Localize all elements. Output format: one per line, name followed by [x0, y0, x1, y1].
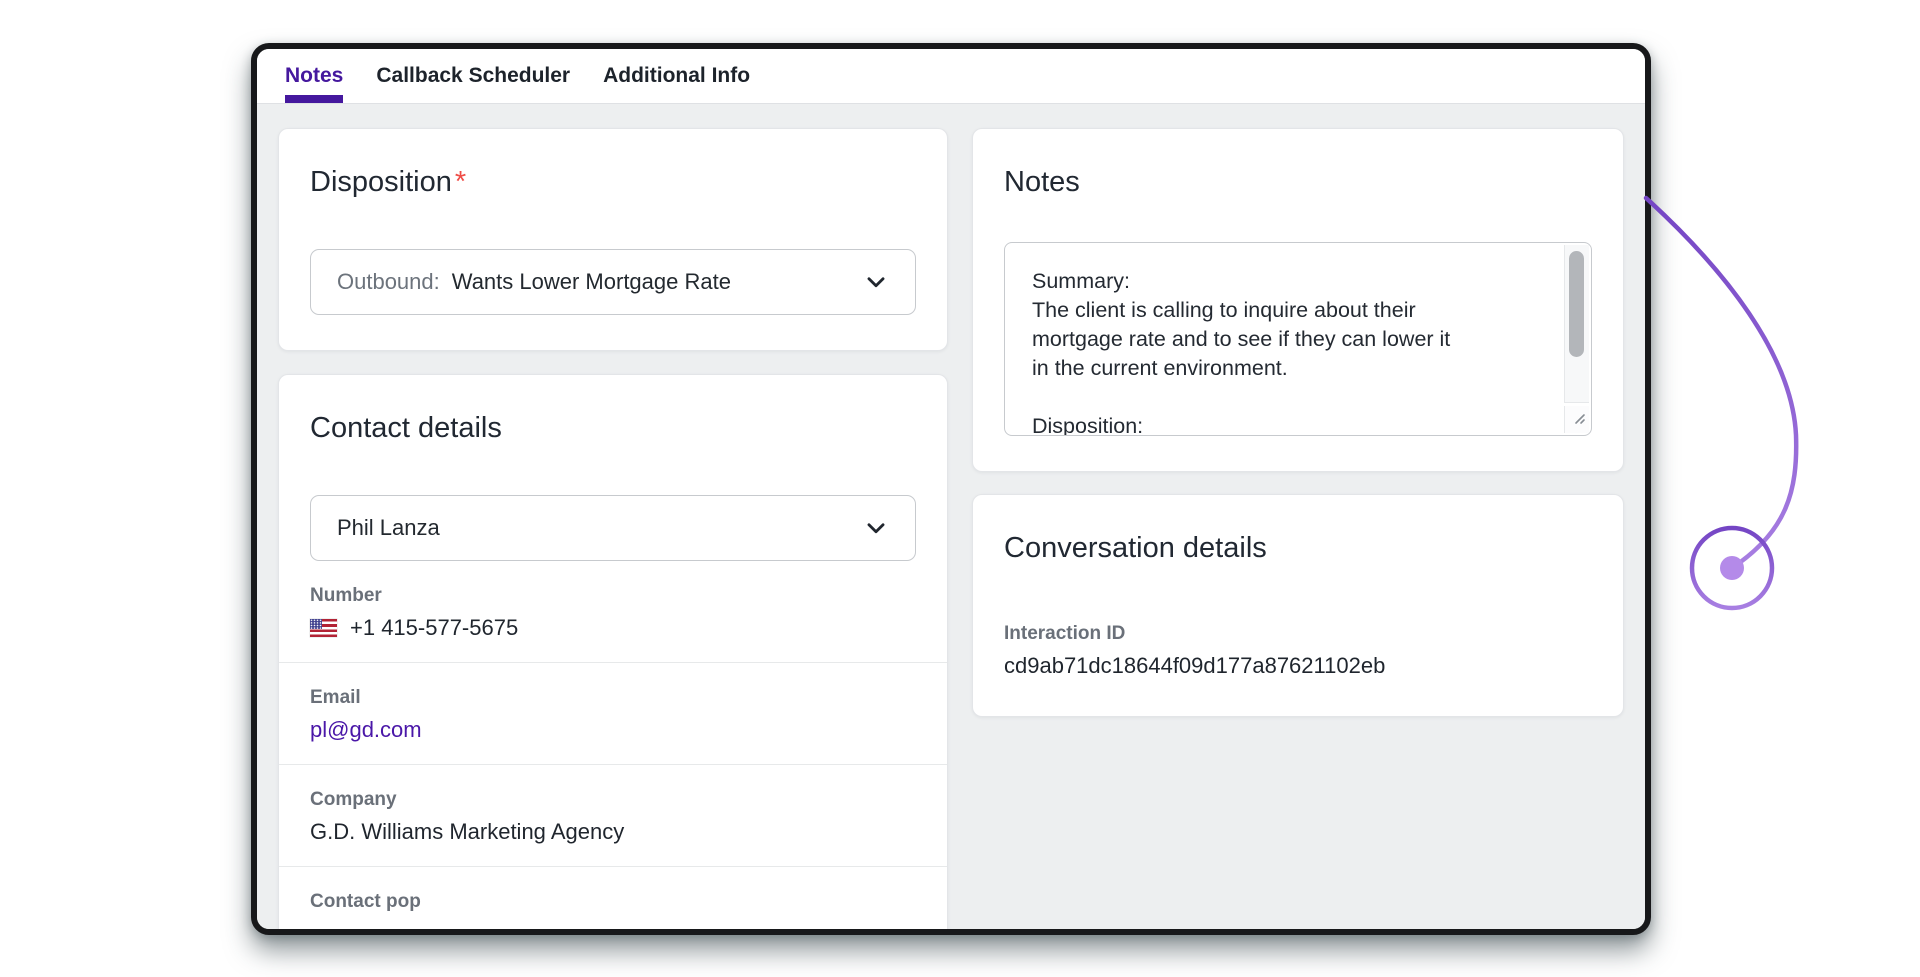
field-label: Number: [310, 585, 382, 606]
tab-additional-info[interactable]: Additional Info: [603, 64, 751, 87]
tab-callback-scheduler[interactable]: Callback Scheduler: [376, 64, 571, 87]
contact-details-card: Contact details Phil Lanza Number +1 415…: [278, 374, 948, 929]
conversation-details-card: Conversation details Interaction ID cd9a…: [972, 494, 1624, 717]
tab-bar: Notes Callback Scheduler Additional Info: [257, 49, 1645, 104]
field-label: Contact pop: [310, 891, 421, 912]
notes-title: Notes: [1004, 166, 1080, 198]
contact-select[interactable]: Phil Lanza: [310, 495, 916, 561]
contact-row-company: Company G.D. Williams Marketing Agency: [279, 765, 947, 867]
disposition-title: Disposition *: [310, 166, 467, 198]
contact-row-number: Number +1 415-577-5675: [279, 561, 947, 663]
field-label: Email: [310, 687, 361, 708]
tab-content: Disposition * Outbound: Wants Lower Mortg…: [257, 104, 1645, 929]
contact-details-title: Contact details: [310, 412, 502, 444]
trail-loop: [1689, 525, 1775, 611]
disposition-select[interactable]: Outbound: Wants Lower Mortgage Rate: [310, 249, 916, 315]
disposition-select-prefix: Outbound:: [337, 269, 440, 294]
scrollbar-thumb[interactable]: [1569, 251, 1584, 357]
trail-dot: [1720, 556, 1744, 580]
notes-card: Notes Summary: The client is calling to …: [972, 128, 1624, 472]
resize-grip-icon: [1571, 410, 1586, 430]
us-flag-icon: [310, 619, 337, 637]
textarea-resize-handle[interactable]: [1564, 406, 1589, 433]
required-asterisk: *: [454, 166, 467, 198]
contact-row-email: Email pl@gd.com: [279, 663, 947, 765]
interaction-id-value: cd9ab71dc18644f09d177a87621102eb: [1004, 653, 1386, 678]
disposition-select-value: Wants Lower Mortgage Rate: [451, 269, 731, 294]
notes-textarea-value: Summary: The client is calling to inquir…: [1032, 269, 1451, 436]
email-link[interactable]: pl@gd.com: [310, 717, 422, 742]
phone-number-value: +1 415-577-5675: [350, 615, 519, 640]
cursor-trail-decoration: [1643, 195, 1799, 611]
conversation-details-title: Conversation details: [1004, 532, 1267, 564]
trail-path: [1643, 195, 1799, 571]
field-label: Company: [310, 789, 397, 810]
chevron-down-icon: [863, 515, 889, 541]
interaction-id-label: Interaction ID: [1004, 623, 1126, 644]
disposition-card: Disposition * Outbound: Wants Lower Mortg…: [278, 128, 948, 351]
contact-select-value: Phil Lanza: [337, 515, 440, 540]
contact-row-contact-pop: Contact pop: [279, 867, 947, 929]
chevron-down-icon: [863, 269, 889, 295]
interaction-panel: Notes Callback Scheduler Additional Info…: [251, 43, 1651, 935]
company-value: G.D. Williams Marketing Agency: [310, 819, 625, 844]
tab-notes[interactable]: Notes: [285, 49, 344, 103]
textarea-scrollbar[interactable]: [1564, 245, 1589, 403]
notes-textarea[interactable]: Summary: The client is calling to inquir…: [1004, 242, 1592, 436]
